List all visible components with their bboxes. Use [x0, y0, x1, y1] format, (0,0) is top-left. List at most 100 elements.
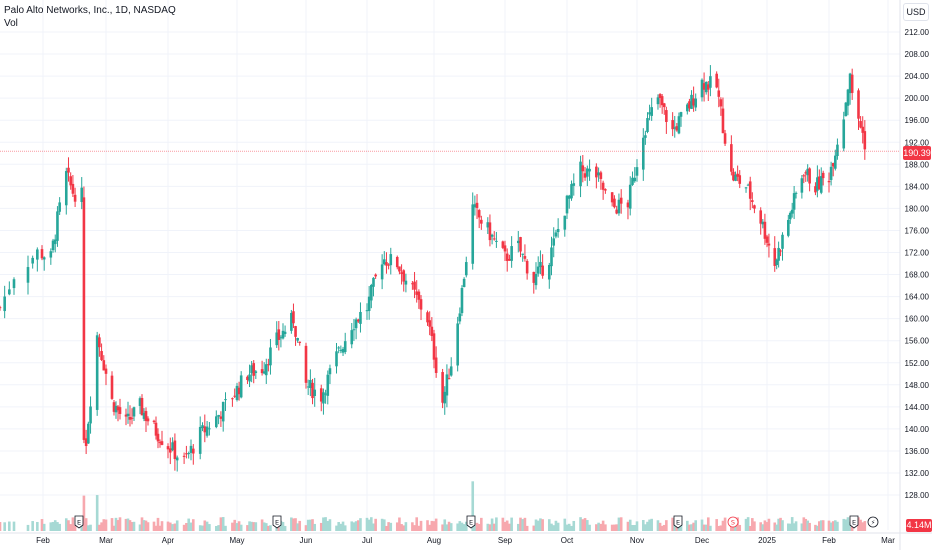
volume-bar — [116, 520, 120, 531]
candle-body — [311, 382, 314, 399]
volume-bar — [821, 520, 825, 531]
candle-body — [182, 455, 186, 457]
candle-body — [677, 116, 681, 134]
volume-bar — [794, 521, 798, 531]
candle-body — [304, 345, 308, 383]
volume-legend-label[interactable]: Vol — [4, 18, 18, 29]
volume-bar — [748, 525, 752, 531]
volume-bar — [460, 522, 464, 531]
candle-body — [71, 183, 75, 194]
volume-bar — [82, 495, 86, 531]
candle-body — [260, 369, 264, 374]
candle-body — [116, 406, 120, 411]
volume-bar — [182, 524, 186, 531]
volume-bar — [808, 522, 811, 531]
candle-body — [189, 445, 193, 453]
volume-bar — [790, 517, 794, 531]
upcoming-event-marker[interactable]: ⚡ — [867, 516, 879, 528]
volume-bar — [441, 524, 444, 531]
volume-bar — [665, 520, 668, 531]
volume-bar — [775, 524, 778, 531]
candle-body — [73, 194, 77, 202]
candle-body — [95, 335, 99, 410]
volume-bar — [372, 523, 375, 531]
volume-bar — [604, 524, 607, 531]
candle-body — [12, 279, 16, 289]
candle-body — [395, 256, 399, 268]
candle-body — [319, 388, 323, 402]
volume-bar — [296, 523, 299, 531]
candle-body — [660, 96, 664, 106]
volume-bar — [281, 521, 285, 531]
volume-bar — [495, 517, 498, 531]
volume-bar — [319, 522, 323, 531]
y-tick-label: 136.00 — [905, 447, 930, 456]
volume-bar — [692, 522, 695, 531]
event-label: E — [469, 519, 473, 527]
candle-body — [262, 371, 266, 374]
candle-body — [3, 296, 6, 312]
volume-bar — [648, 519, 651, 531]
candle-body — [187, 453, 190, 455]
earnings-marker[interactable]: E — [466, 515, 476, 529]
symbol-title[interactable]: Palo Alto Networks, Inc., 1D, NASDAQ — [4, 5, 176, 16]
candle-body — [269, 347, 272, 366]
volume-bar — [311, 519, 314, 531]
candle-body — [648, 112, 651, 115]
volume-bar — [690, 524, 693, 531]
candle-body — [0, 307, 2, 309]
price-axis[interactable]: 128.00 132.00 136.00 140.00 144.00 148.00 152.… — [905, 28, 930, 500]
volume-bar — [154, 525, 158, 531]
volume-bar — [224, 525, 227, 531]
volume-bar — [595, 524, 598, 531]
volume-bar — [721, 520, 725, 531]
candle-body — [185, 453, 188, 455]
candle-body — [126, 413, 130, 417]
volume-bar — [98, 524, 101, 531]
volume-bar — [844, 519, 848, 531]
currency-button[interactable]: USD — [903, 3, 929, 21]
x-tick-label: Jun — [300, 536, 313, 545]
volume-bar — [751, 518, 754, 531]
x-tick-label: Oct — [561, 536, 574, 545]
volume-bar — [628, 519, 632, 531]
candle-body — [633, 177, 637, 182]
candle-body — [387, 264, 390, 266]
x-tick-label: 2025 — [758, 536, 776, 545]
candle-body — [374, 274, 377, 277]
candle-body — [350, 330, 354, 345]
volume-bar — [633, 525, 637, 531]
candle-body — [536, 266, 540, 274]
volume-bar — [473, 525, 477, 531]
volume-bar — [827, 520, 831, 531]
last-volume-badge: 4.14M — [906, 519, 932, 532]
earnings-marker[interactable]: E — [673, 515, 683, 529]
candle-body — [434, 357, 438, 373]
candle-body — [171, 442, 174, 451]
candle-body — [8, 289, 11, 295]
candle-body — [859, 121, 862, 128]
volume-bar — [688, 524, 691, 531]
event-markers[interactable]: E E E E S E ⚡ — [74, 515, 879, 529]
earnings-marker[interactable]: E — [849, 515, 859, 529]
earnings-marker[interactable]: E — [272, 515, 282, 529]
candle-body — [563, 215, 567, 230]
split-marker[interactable]: S — [727, 516, 739, 528]
volume-bar — [541, 519, 544, 531]
candle-body — [628, 184, 632, 209]
candle-body — [679, 112, 683, 117]
volume-bar — [445, 524, 449, 531]
candle-body — [341, 348, 345, 353]
volume-bar — [567, 523, 571, 531]
candle-body — [610, 192, 614, 203]
candle-body — [748, 181, 752, 199]
y-tick-label: 156.00 — [905, 337, 930, 346]
time-axis[interactable]: Feb Mar Apr May Jun Jul Aug Sep Oct Nov Dec 2025 Feb… — [36, 536, 895, 545]
candle-body — [787, 219, 790, 236]
volume-bar — [842, 518, 846, 531]
volume-bar — [69, 524, 72, 531]
symbol-legend[interactable]: Palo Alto Networks, Inc., 1D, NASDAQ Vol — [4, 4, 176, 30]
earnings-marker[interactable]: E — [74, 515, 84, 529]
candle-body — [290, 312, 293, 331]
